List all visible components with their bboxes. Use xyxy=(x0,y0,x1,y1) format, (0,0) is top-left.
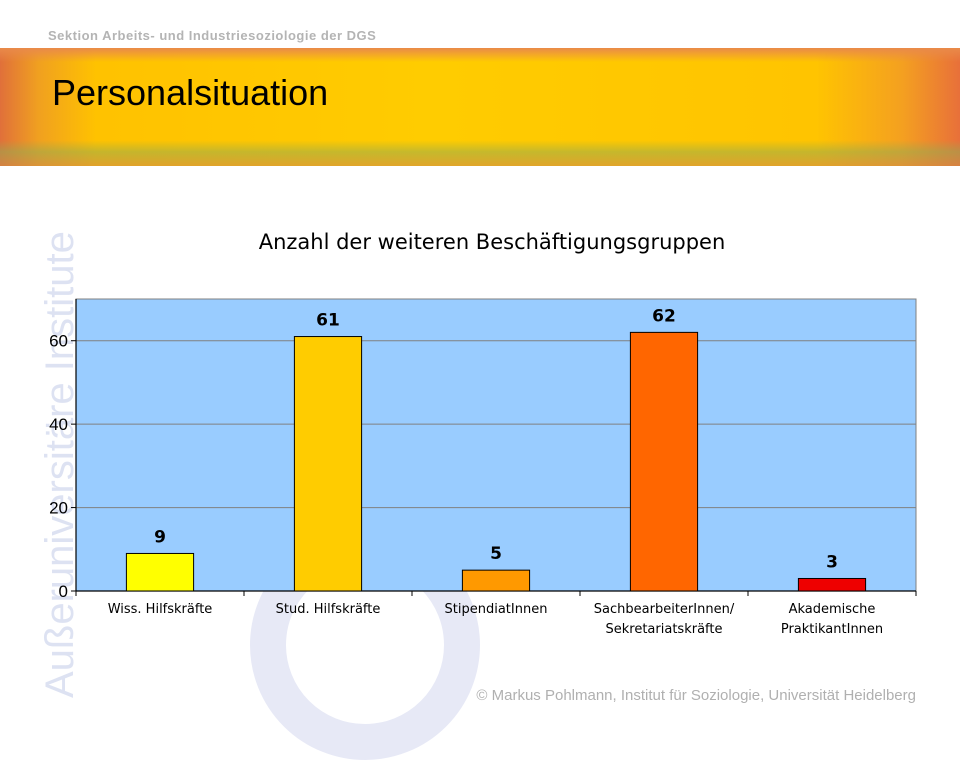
page-title: Personalsituation xyxy=(52,72,329,113)
x-tick-label: StipendiatInnen xyxy=(445,602,548,617)
x-tick-label: PraktikantInnen xyxy=(781,622,883,637)
bar xyxy=(125,552,195,592)
banner-top-stripe xyxy=(0,48,960,62)
title-banner xyxy=(0,48,960,166)
data-label: 61 xyxy=(316,311,340,331)
x-tick-label: Sekretariatskräfte xyxy=(606,622,723,637)
y-tick-label: 20 xyxy=(49,499,68,518)
data-label: 5 xyxy=(490,544,502,564)
y-tick-label: 0 xyxy=(59,582,68,601)
x-tick-label: Stud. Hilfskräfte xyxy=(276,602,381,617)
data-label: 62 xyxy=(652,306,676,326)
x-tick-label: SachbearbeiterInnen/ xyxy=(594,602,735,617)
bar-chart: Anzahl der weiteren Beschäftigungsgruppe… xyxy=(49,230,917,637)
bar xyxy=(293,336,363,592)
data-label: 3 xyxy=(826,552,838,572)
x-tick-label: Wiss. Hilfskräfte xyxy=(108,602,213,617)
y-tick-label: 60 xyxy=(49,332,68,351)
x-tick-label: Akademische xyxy=(789,602,876,617)
y-tick-label: 40 xyxy=(49,415,68,434)
bar xyxy=(797,577,867,592)
bar xyxy=(629,331,699,592)
footer-copyright: © Markus Pohlmann, Institut für Soziolog… xyxy=(476,687,916,704)
organization-header: Sektion Arbeits- und Industriesoziologie… xyxy=(48,28,377,43)
chart-title: Anzahl der weiteren Beschäftigungsgruppe… xyxy=(259,230,726,254)
bar xyxy=(461,569,531,592)
data-label: 9 xyxy=(154,527,166,547)
